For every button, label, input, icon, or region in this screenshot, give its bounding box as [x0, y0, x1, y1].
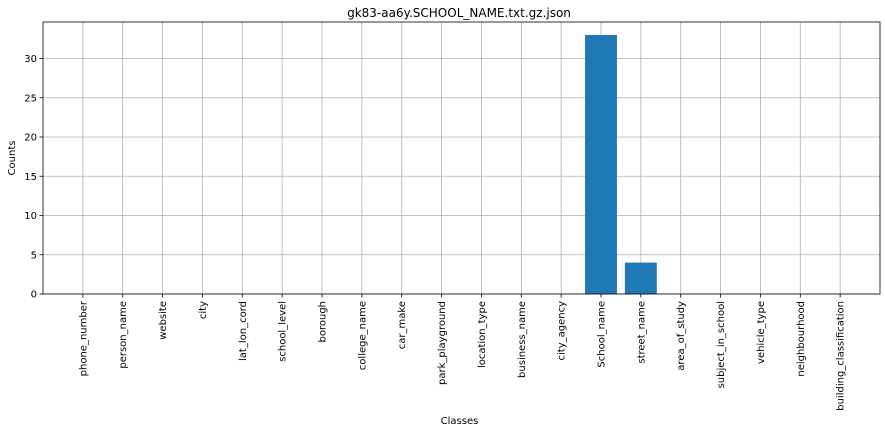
y-tick-label: 5: [31, 250, 37, 261]
x-tick-label: lat_lon_cord: [238, 301, 249, 361]
x-tick-label: college_name: [357, 301, 368, 370]
y-tick-label: 30: [24, 54, 37, 65]
y-tick-label: 25: [24, 93, 37, 104]
x-tick-label: city_agency: [557, 301, 568, 361]
x-tick-label: location_type: [477, 301, 488, 368]
x-tick-label: car_make: [397, 301, 408, 349]
x-tick-label: city: [198, 301, 209, 319]
x-tick-label: person_name: [118, 301, 129, 369]
y-tick-label: 10: [24, 211, 37, 222]
bars: [585, 34, 657, 294]
y-tick-label: 0: [31, 290, 37, 301]
bar-street_name: [624, 262, 657, 294]
x-tick-label: school_level: [278, 301, 289, 362]
y-axis-label: Counts: [7, 141, 18, 176]
x-tick-label: business_name: [517, 301, 528, 378]
x-tick-label: website: [158, 301, 169, 340]
x-tick-label: neighbourhood: [796, 301, 807, 377]
x-axis: phone_number person_name website city lat_lo…: [78, 294, 847, 411]
x-tick-label: area_of_study: [676, 301, 687, 371]
chart-title: gk83-aa6y.SCHOOL_NAME.txt.gz.json: [347, 6, 571, 20]
x-axis-label: Classes: [441, 416, 479, 427]
x-tick-label: park_playground: [437, 301, 448, 385]
x-tick-label: vehicle_type: [756, 301, 767, 364]
x-tick-label: phone_number: [78, 300, 89, 376]
x-tick-label: subject_in_school: [716, 301, 727, 388]
x-tick-label: street_name: [636, 301, 647, 364]
plot-frame: [42, 21, 881, 295]
x-tick-label: borough: [318, 301, 329, 343]
y-tick-label: 20: [24, 133, 37, 144]
bar-School_name: [585, 34, 617, 294]
y-tick-label: 15: [24, 172, 37, 183]
x-tick-label: School_name: [597, 301, 608, 368]
grid: [43, 22, 880, 295]
x-tick-label: building_classification: [836, 301, 847, 411]
y-axis: 0 5 10 15 20 25 30: [24, 54, 43, 301]
